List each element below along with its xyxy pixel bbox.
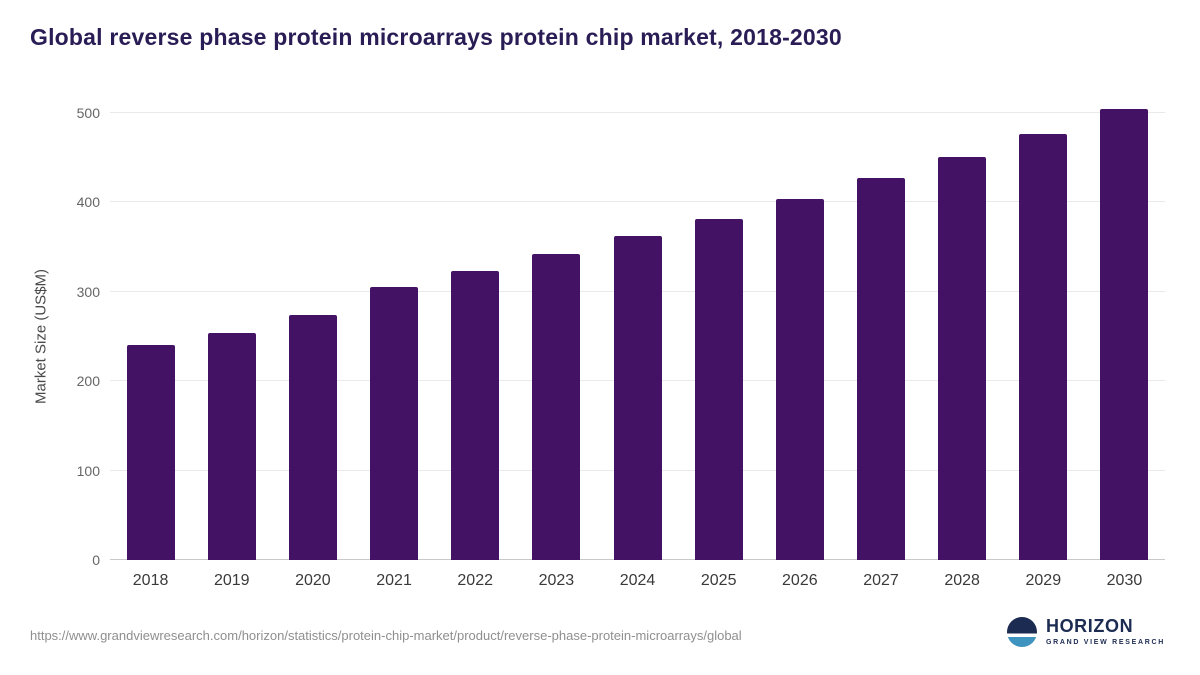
- bar-slot: [1084, 109, 1165, 560]
- bar-slot: [272, 113, 353, 560]
- x-axis-label: 2026: [782, 572, 818, 589]
- bar-slot: [922, 113, 1003, 560]
- x-axis-label: 2030: [1106, 572, 1143, 589]
- bar-chart-plot-area: [110, 109, 1165, 560]
- x-axis-label: 2027: [863, 572, 899, 589]
- horizon-logo-icon: [1006, 617, 1037, 647]
- x-axis-label: 2021: [376, 572, 412, 589]
- bar-2019: [207, 332, 256, 560]
- gridline: [110, 112, 1165, 113]
- bar-slot: [353, 113, 434, 560]
- bar-2028: [938, 156, 987, 560]
- bar-slot: [516, 113, 597, 560]
- y-tick-label: 400: [76, 194, 100, 211]
- bar-2020: [288, 315, 337, 560]
- bar-2030: [1100, 109, 1149, 560]
- y-axis-ticks: 0 100 200 300 400 500: [58, 105, 100, 568]
- bar-2024: [613, 236, 662, 560]
- gridline: [110, 201, 1165, 203]
- y-tick-label: 300: [76, 283, 100, 300]
- bar-2025: [694, 218, 743, 560]
- x-axis-label: 2029: [1025, 572, 1062, 589]
- bar-series: [110, 109, 1165, 560]
- source-url: https://www.grandviewresearch.com/horizo…: [30, 628, 742, 643]
- x-axis-label: 2028: [944, 572, 980, 589]
- chart-title: Global reverse phase protein microarrays…: [30, 24, 842, 50]
- bar-slot: [191, 113, 272, 560]
- bar-slot: [678, 113, 759, 560]
- x-axis-label: 2022: [457, 572, 493, 589]
- y-tick-label: 200: [76, 373, 100, 390]
- bar-2018: [126, 344, 175, 560]
- y-tick-label: 0: [92, 552, 100, 568]
- x-axis-label: 2018: [132, 572, 169, 589]
- bar-slot: [840, 113, 921, 560]
- bar-slot: [1003, 113, 1084, 560]
- bar-slot: [759, 113, 840, 560]
- x-axis-label: 2019: [213, 572, 250, 589]
- bar-2029: [1019, 133, 1068, 560]
- bar-2022: [451, 271, 500, 560]
- logo-subtitle: GRAND VIEW RESEARCH: [1045, 639, 1165, 647]
- y-tick-label: 500: [76, 105, 100, 121]
- bar-slot: [110, 113, 191, 560]
- bar-2023: [532, 254, 581, 560]
- bar-2021: [370, 287, 419, 560]
- y-axis-label: Market Size (US$M): [32, 268, 50, 405]
- x-axis-label: 2025: [700, 572, 737, 589]
- x-axis-label: 2020: [295, 572, 331, 589]
- logo-title: HORIZON: [1045, 616, 1134, 637]
- bar-slot: [597, 113, 678, 560]
- horizon-logo: HORIZON GRAND VIEW RESEARCH: [1006, 616, 1165, 647]
- bar-2027: [856, 178, 905, 560]
- x-axis-label: 2023: [538, 572, 575, 589]
- horizon-logo-text: HORIZON GRAND VIEW RESEARCH: [1045, 616, 1165, 647]
- x-axis-labels: 2018 2019 2020 2021 2022 2023 2024 2025 2026 2027…: [110, 566, 1165, 590]
- x-axis-label: 2024: [619, 572, 656, 589]
- bar-2026: [775, 198, 824, 560]
- y-tick-label: 100: [76, 462, 100, 479]
- bar-slot: [435, 113, 516, 560]
